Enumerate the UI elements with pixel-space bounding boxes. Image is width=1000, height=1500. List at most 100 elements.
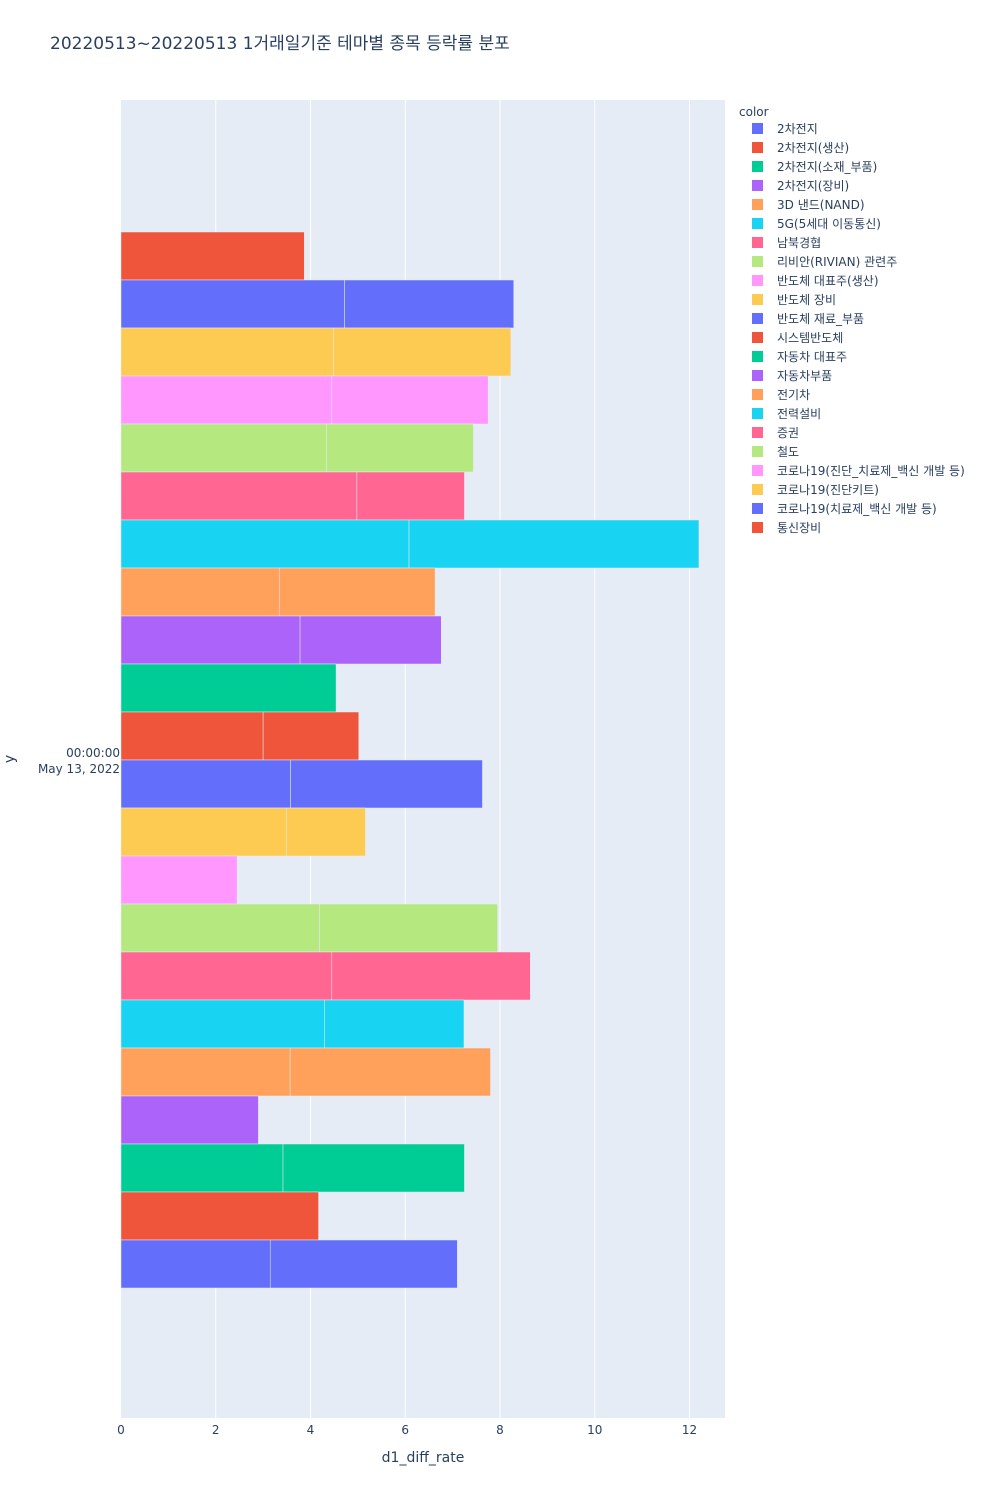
legend-item[interactable]: 증권 xyxy=(752,426,799,440)
bar-segment[interactable] xyxy=(120,1239,271,1289)
legend-label: 전력설비 xyxy=(777,407,821,421)
legend-label: 통신장비 xyxy=(777,521,821,535)
bar-segment[interactable] xyxy=(326,423,474,473)
legend-item[interactable]: 반도체 재료_부품 xyxy=(752,312,864,326)
x-tick-label: 4 xyxy=(307,1423,315,1437)
bar-segment[interactable] xyxy=(120,855,238,905)
bar-segment[interactable] xyxy=(331,951,531,1001)
bar-segment[interactable] xyxy=(120,759,291,809)
legend-swatch xyxy=(752,313,763,324)
bar-segment[interactable] xyxy=(120,567,280,617)
legend-swatch xyxy=(752,522,763,533)
legend[interactable]: color 2차전지 2차전지(생산) 2차전지(소재_부품) 2차전지(장비) 3D … xyxy=(739,105,965,535)
legend-item[interactable]: 코로나19(진단_치료제_백신 개발 등) xyxy=(752,464,965,478)
bar-segment[interactable] xyxy=(269,1239,458,1289)
legend-item[interactable]: 2차전지(장비) xyxy=(752,179,849,193)
legend-label: 코로나19(진단키트) xyxy=(777,483,879,497)
bar-segment[interactable] xyxy=(331,375,489,425)
legend-swatch xyxy=(752,370,763,381)
legend-label: 5G(5세대 이동통신) xyxy=(777,217,881,231)
bar-segment[interactable] xyxy=(333,327,512,377)
bar-segment[interactable] xyxy=(289,1047,491,1097)
legend-item[interactable]: 5G(5세대 이동통신) xyxy=(752,217,881,231)
legend-item[interactable]: 코로나19(치료제_백신 개발 등) xyxy=(752,502,937,516)
legend-item[interactable]: 철도 xyxy=(752,445,799,459)
legend-swatch xyxy=(752,256,763,267)
bar-segment[interactable] xyxy=(408,519,700,569)
legend-swatch xyxy=(752,389,763,400)
bar-segment[interactable] xyxy=(120,1095,259,1145)
legend-label: 자동차부품 xyxy=(777,369,832,383)
legend-label: 2차전지(장비) xyxy=(777,179,849,193)
legend-swatch xyxy=(752,218,763,229)
legend-swatch xyxy=(752,465,763,476)
bar-segment[interactable] xyxy=(299,615,442,665)
bar-segment[interactable] xyxy=(282,1143,465,1193)
legend-label: 전기차 xyxy=(777,388,810,402)
legend-label: 코로나19(진단_치료제_백신 개발 등) xyxy=(777,464,965,478)
legend-label: 2차전지(소재_부품) xyxy=(777,160,877,174)
legend-swatch xyxy=(752,351,763,362)
bar-segment[interactable] xyxy=(120,951,333,1001)
bar-segment[interactable] xyxy=(120,423,327,473)
legend-item[interactable]: 전력설비 xyxy=(752,407,821,421)
legend-label: 반도체 대표주(생산) xyxy=(777,274,879,288)
legend-label: 2차전지 xyxy=(777,122,818,136)
legend-label: 자동차 대표주 xyxy=(777,350,847,364)
legend-item[interactable]: 통신장비 xyxy=(752,521,821,535)
legend-item[interactable]: 3D 낸드(NAND) xyxy=(752,198,865,212)
y-tick-label-date: May 13, 2022 xyxy=(38,762,120,776)
legend-swatch xyxy=(752,294,763,305)
legend-item[interactable]: 리비안(RIVIAN) 관련주 xyxy=(752,255,897,269)
bar-segment[interactable] xyxy=(344,279,514,329)
bar-segment[interactable] xyxy=(120,1047,291,1097)
legend-item[interactable]: 코로나19(진단키트) xyxy=(752,483,879,497)
bar-segment[interactable] xyxy=(120,1191,319,1241)
legend-items[interactable]: 2차전지 2차전지(생산) 2차전지(소재_부품) 2차전지(장비) 3D 낸드(NAN… xyxy=(752,122,965,535)
bar-segment[interactable] xyxy=(278,567,436,617)
bar-segment[interactable] xyxy=(120,327,334,377)
bar-segment[interactable] xyxy=(120,375,333,425)
legend-swatch xyxy=(752,503,763,514)
legend-label: 철도 xyxy=(777,445,799,459)
bar-segment[interactable] xyxy=(120,471,358,521)
legend-item[interactable]: 시스템반도체 xyxy=(752,331,843,345)
bar-segment[interactable] xyxy=(120,711,264,761)
legend-item[interactable]: 남북경협 xyxy=(752,236,821,250)
legend-item[interactable]: 2차전지(소재_부품) xyxy=(752,160,877,174)
bar-segment[interactable] xyxy=(120,615,301,665)
bar-segment[interactable] xyxy=(120,519,410,569)
bar-segment[interactable] xyxy=(324,999,465,1049)
legend-item[interactable]: 2차전지 xyxy=(752,122,818,136)
bar-segment[interactable] xyxy=(120,999,325,1049)
bar-segment[interactable] xyxy=(120,279,345,329)
legend-item[interactable]: 자동차부품 xyxy=(752,369,832,383)
legend-label: 증권 xyxy=(777,426,799,440)
legend-swatch xyxy=(752,446,763,457)
bar-segment[interactable] xyxy=(286,807,366,857)
legend-swatch xyxy=(752,332,763,343)
bar-segment[interactable] xyxy=(120,903,320,953)
bar-segment[interactable] xyxy=(356,471,465,521)
legend-swatch xyxy=(752,408,763,419)
legend-item[interactable]: 전기차 xyxy=(752,388,810,402)
legend-swatch xyxy=(752,427,763,438)
legend-swatch xyxy=(752,180,763,191)
legend-item[interactable]: 자동차 대표주 xyxy=(752,350,847,364)
bar-segment[interactable] xyxy=(290,759,483,809)
legend-swatch xyxy=(752,161,763,172)
bar-segment[interactable] xyxy=(120,663,337,713)
bar-segment[interactable] xyxy=(120,807,287,857)
bar-segment[interactable] xyxy=(319,903,498,953)
x-axis-ticks: 0 2 4 6 8 10 12 xyxy=(117,1423,697,1437)
legend-item[interactable]: 반도체 대표주(생산) xyxy=(752,274,879,288)
legend-label: 시스템반도체 xyxy=(777,331,843,345)
legend-swatch xyxy=(752,237,763,248)
legend-item[interactable]: 반도체 장비 xyxy=(752,293,836,307)
bar-segment[interactable] xyxy=(262,711,360,761)
legend-item[interactable]: 2차전지(생산) xyxy=(752,141,849,155)
bar-segment[interactable] xyxy=(120,1143,284,1193)
x-tick-label: 6 xyxy=(401,1423,409,1437)
bar-segment[interactable] xyxy=(120,231,305,281)
